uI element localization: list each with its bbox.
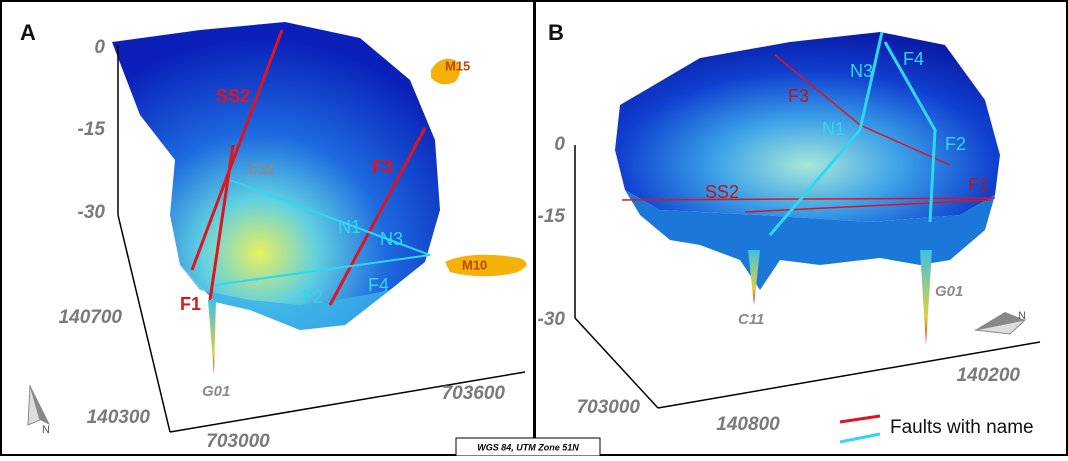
panel-border [534,0,1068,456]
feature-label: F2 [302,287,323,307]
feature-label: M10 [462,257,487,272]
feature-label: F3 [788,86,809,106]
tick-label: -15 [538,206,566,227]
fault-line [883,41,937,223]
axis [574,317,659,409]
panel-label: B [548,20,564,45]
tick-label: 140300 [87,407,151,428]
feature-label: F1 [968,175,989,195]
feature-label: F3 [372,157,393,177]
north-label: N [42,424,50,436]
fault-line [208,144,235,301]
north-arrow [30,385,50,425]
panel-b: B 0 -15 -30 140800 140200 703000 N3 F4 F… [538,20,1041,444]
axis [117,214,171,433]
feature-label: F2 [945,134,966,154]
fault-line [328,127,427,306]
feature-label: F4 [368,275,389,295]
feature-label: N3 [850,61,873,81]
feature-label: G01 [935,283,963,300]
tick-label: 140200 [957,365,1021,386]
tick-label: 703000 [206,431,270,452]
north-arrow [27,384,41,426]
tick-label: 0 [94,37,105,58]
feature-label: C11 [248,161,274,178]
feature-label: M15 [445,58,470,73]
blob [431,58,460,85]
north-label: N [1018,310,1026,322]
feature-label: G01 [202,383,230,400]
surface-edge [180,265,390,330]
surface-edge [625,190,995,290]
feature-label: F4 [903,49,924,69]
panel-a: A 0 -15 -30 140700 140300 703000 703600 … [20,20,527,452]
panel-label: A [20,20,36,45]
crs-label: WGS 84, UTM Zone 51N [477,442,579,452]
fault-line [768,31,884,236]
tick-label: 703000 [577,397,641,418]
fault-line [190,29,284,271]
feature-label: SS2 [216,86,250,106]
feature-label: C11 [738,311,764,328]
tick-label: -30 [78,202,106,223]
tick-label: -15 [78,119,106,140]
legend-swatch [839,432,881,444]
tick-label: 703600 [442,383,506,404]
feature-label: F1 [180,294,201,314]
axis [657,341,1041,409]
spike [920,250,932,345]
spike [208,300,216,375]
legend-label: Faults with name [890,417,1034,438]
blob [445,254,527,277]
feature-label: N1 [822,119,845,139]
axis [169,371,526,433]
north-arrow [975,312,1025,330]
tick-label: 140800 [716,414,780,435]
fault-line [621,197,996,201]
north-arrow [974,319,1027,335]
tick-label: 0 [554,134,565,155]
legend-swatch [839,414,881,424]
tick-label: -30 [538,309,566,330]
tick-label: 140700 [59,307,123,328]
spike [748,250,760,305]
surface [615,32,1000,222]
feature-label: N1 [338,217,361,237]
fault-line [744,199,991,213]
fault-line [214,179,431,286]
feature-label: SS2 [705,182,739,202]
feature-label: N3 [380,229,403,249]
